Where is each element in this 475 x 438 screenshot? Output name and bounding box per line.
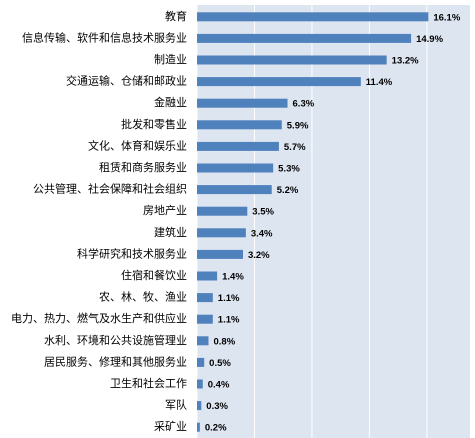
y-tick-label: 卫生和社会工作 — [110, 376, 187, 390]
y-tick-label: 教育 — [165, 9, 187, 23]
data-label: 16.1% — [433, 12, 460, 23]
bar — [197, 293, 213, 303]
bar — [197, 314, 213, 324]
y-tick-label: 公共管理、社会保障和社会组织 — [33, 182, 187, 196]
bar — [197, 55, 387, 65]
y-tick-label: 居民服务、修理和其他服务业 — [44, 354, 187, 368]
data-label: 0.4% — [208, 380, 230, 391]
data-label: 3.2% — [248, 250, 270, 261]
bar — [197, 401, 202, 411]
data-label: 13.2% — [392, 56, 419, 67]
y-tick-label: 房地产业 — [143, 203, 187, 217]
data-label: 0.3% — [206, 401, 228, 412]
y-tick-label: 采矿业 — [154, 420, 187, 433]
bar — [197, 141, 279, 151]
bar — [197, 206, 248, 216]
y-tick-label: 交通运输、仓储和邮政业 — [66, 74, 187, 88]
y-tick-label: 军队 — [165, 398, 187, 412]
data-label: 6.3% — [293, 99, 315, 110]
bar — [197, 422, 200, 432]
bar — [197, 98, 288, 108]
y-tick-label: 科学研究和技术服务业 — [77, 246, 187, 260]
bar — [197, 163, 274, 173]
y-tick-label: 文化、体育和娱乐业 — [88, 138, 187, 152]
bar — [197, 33, 412, 43]
bar — [197, 249, 243, 259]
data-label: 11.4% — [366, 77, 393, 88]
data-label: 0.5% — [209, 358, 231, 369]
y-tick-label: 金融业 — [154, 95, 187, 109]
data-label: 5.9% — [287, 120, 309, 131]
bar — [197, 271, 218, 281]
bar — [197, 185, 272, 195]
data-label: 3.5% — [252, 207, 274, 218]
data-label: 5.7% — [284, 142, 306, 153]
data-label: 14.9% — [416, 34, 443, 45]
bar — [197, 12, 429, 22]
data-label: 1.1% — [218, 293, 240, 304]
bar — [197, 120, 282, 130]
y-tick-label: 建筑业 — [154, 225, 187, 239]
data-label: 3.4% — [251, 228, 273, 239]
y-tick-label: 住宿和餐饮业 — [121, 268, 187, 282]
bar — [197, 379, 203, 389]
y-tick-label: 信息传输、软件和信息技术服务业 — [22, 30, 187, 44]
data-label: 0.2% — [205, 423, 227, 434]
data-label: 1.4% — [222, 272, 244, 283]
data-label: 1.1% — [218, 315, 240, 326]
bar — [197, 357, 205, 367]
y-tick-label: 水利、环境和公共设施管理业 — [44, 333, 187, 347]
y-tick-label: 农、林、牧、渔业 — [99, 290, 187, 304]
plot-background — [197, 5, 470, 438]
data-label: 5.3% — [278, 164, 300, 175]
y-tick-label: 租赁和商务服务业 — [99, 160, 187, 174]
y-tick-label: 制造业 — [154, 52, 187, 66]
bar — [197, 228, 246, 238]
bar — [197, 77, 361, 87]
y-tick-label: 电力、热力、燃气及水生产和供应业 — [11, 311, 187, 325]
data-label: 0.8% — [213, 336, 235, 347]
bar — [197, 336, 209, 346]
y-tick-label: 批发和零售业 — [121, 117, 187, 131]
data-label: 5.2% — [277, 185, 299, 196]
